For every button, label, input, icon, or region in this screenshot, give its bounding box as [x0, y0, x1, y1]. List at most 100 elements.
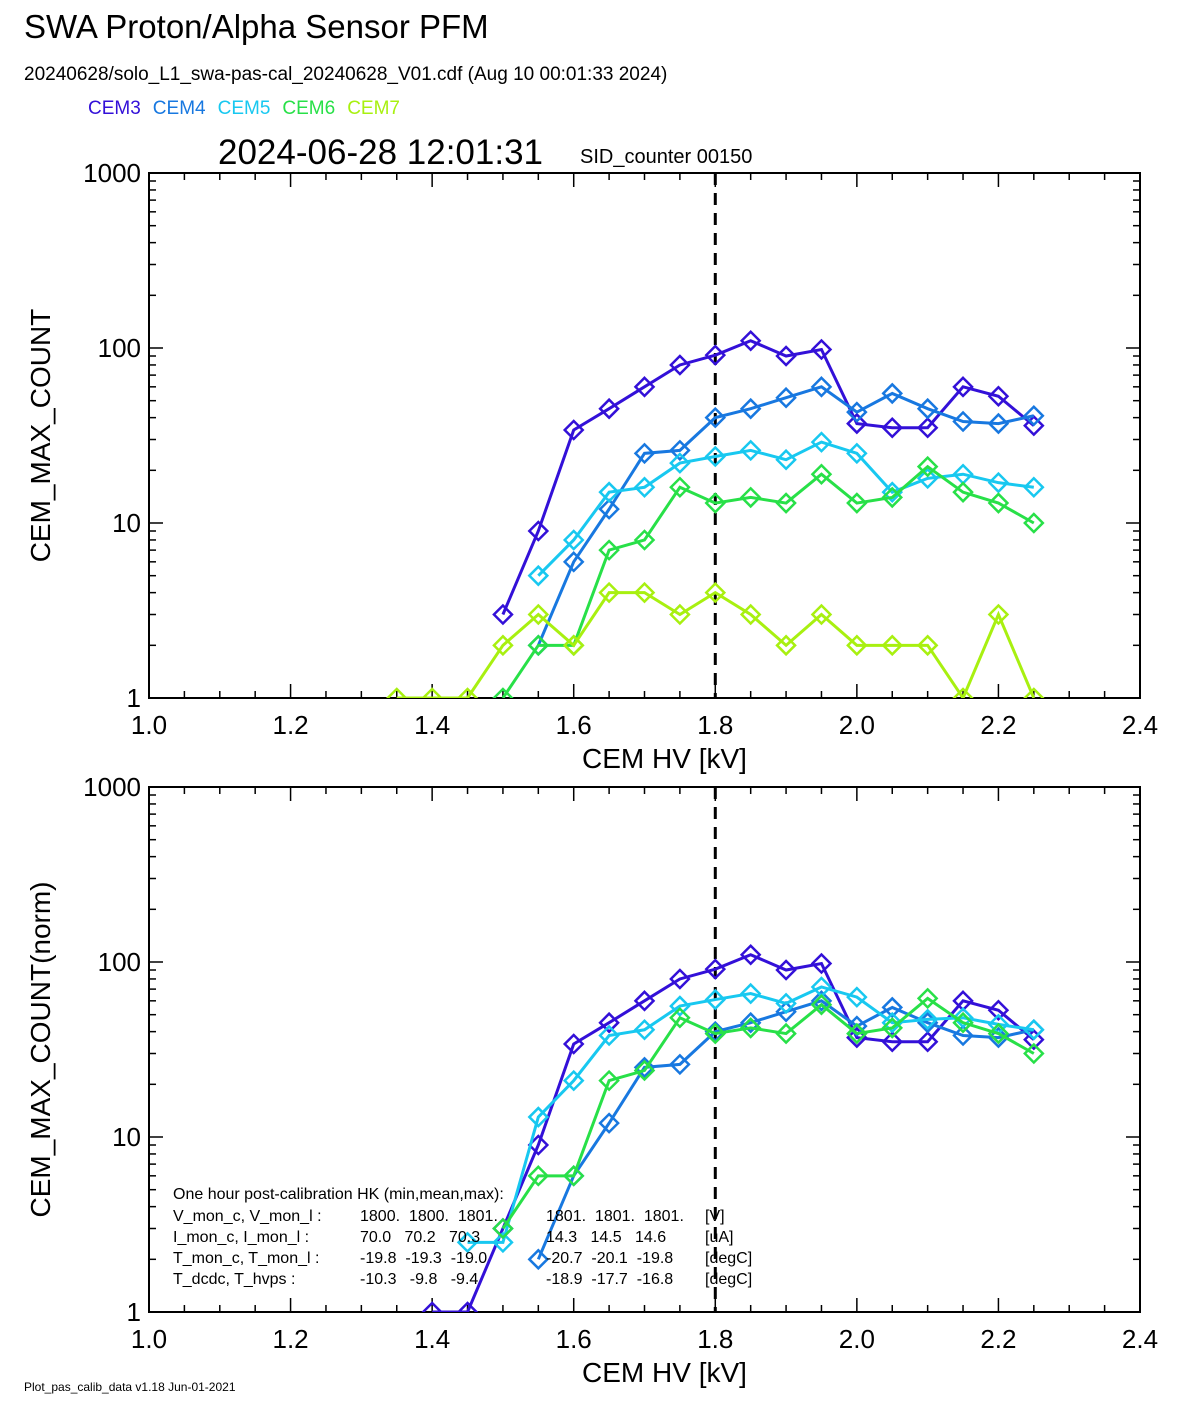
version-footer: Plot_pas_calib_data v1.18 Jun-01-2021	[24, 1380, 236, 1394]
data-point-cem3	[987, 999, 1010, 1022]
series-line-cem5	[467, 985, 1035, 1244]
data-point-cem4	[1023, 404, 1045, 427]
data-point-cem6	[987, 1022, 1010, 1045]
hk-row-unit: [uA]	[705, 1229, 733, 1246]
y-tick-label: 10	[112, 508, 141, 538]
hk-row-label: T_dcdc, T_hvps :	[173, 1271, 295, 1288]
data-point-cem3	[810, 952, 833, 975]
data-point-cem5	[562, 529, 585, 551]
data-point-cem3	[987, 385, 1010, 408]
data-point-cem7	[456, 687, 479, 698]
data-point-cem3	[633, 376, 656, 398]
data-point-cem3	[598, 1011, 620, 1034]
x-tick-label: 1.4	[414, 710, 450, 740]
data-point-cem7	[633, 581, 656, 604]
data-point-cem6	[492, 687, 514, 698]
data-point-cem4	[669, 439, 691, 462]
x-tick-label: 1.6	[556, 710, 592, 740]
data-point-cem5	[916, 1008, 939, 1031]
plot-frame	[148, 172, 1141, 699]
data-point-cem4	[881, 382, 904, 405]
data-point-cem7	[385, 687, 408, 698]
series-line-cem6	[501, 996, 1035, 1230]
data-point-cem5	[916, 467, 939, 490]
y-axis-label: CEM_MAX_COUNT(norm)	[25, 881, 56, 1217]
data-point-cem4	[846, 1015, 868, 1037]
data-point-cem7	[527, 603, 550, 626]
data-point-cem6	[881, 486, 904, 509]
data-point-cem6	[846, 1022, 868, 1045]
data-point-cem5	[527, 1106, 550, 1128]
data-point-cem4	[810, 990, 833, 1012]
x-tick-label: 1.8	[697, 1324, 733, 1354]
data-point-cem6	[633, 1059, 656, 1082]
data-point-cem6	[846, 492, 868, 514]
data-point-cem3	[846, 412, 868, 435]
data-point-cem4	[739, 1011, 762, 1034]
data-point-cem6	[527, 634, 550, 657]
y-tick-label: 1000	[83, 158, 141, 188]
hk-row-values-c: 1800. 1800. 1801.	[360, 1208, 498, 1225]
data-point-cem5	[456, 1231, 479, 1254]
y-tick-label: 1	[127, 1297, 141, 1327]
x-tick-label: 1.2	[272, 1324, 308, 1354]
data-point-cem7	[810, 603, 833, 626]
data-point-cem3	[633, 990, 656, 1012]
data-point-cem5	[598, 481, 620, 503]
x-tick-label: 1.0	[131, 1324, 167, 1354]
data-point-cem5	[669, 452, 691, 474]
data-point-cem5	[1023, 476, 1045, 499]
y-tick-label: 1	[127, 683, 141, 713]
data-point-cem6	[810, 993, 833, 1016]
x-tick-label: 2.0	[839, 710, 875, 740]
data-point-cem4	[952, 1024, 974, 1047]
data-point-cem5	[775, 448, 797, 471]
data-point-cem4	[987, 412, 1010, 435]
data-point-cem5	[739, 982, 762, 1005]
data-point-cem4	[704, 406, 727, 429]
x-tick-label: 1.2	[272, 710, 308, 740]
series-line-cem3	[432, 953, 1035, 1312]
data-point-cem6	[598, 1069, 620, 1092]
data-point-cem4	[669, 1053, 691, 1076]
data-point-cem4	[916, 397, 939, 420]
data-point-cem7	[987, 603, 1010, 626]
data-point-cem4	[810, 376, 833, 398]
data-point-cem6	[739, 1017, 762, 1039]
data-point-cem7	[739, 603, 762, 626]
data-point-cem3	[562, 419, 585, 441]
data-point-cem6	[633, 529, 656, 551]
data-point-cem4	[987, 1026, 1010, 1049]
data-point-cem4	[881, 996, 904, 1019]
page-title: SWA Proton/Alpha Sensor PFM	[24, 8, 489, 45]
data-point-cem6	[704, 492, 727, 514]
data-point-cem6	[952, 481, 974, 503]
hk-annotation: One hour post-calibration HK (min,mean,m…	[173, 1186, 752, 1288]
data-point-cem5	[562, 1069, 585, 1092]
data-point-cem5	[881, 1011, 904, 1034]
data-point-cem4	[633, 1056, 656, 1079]
data-point-cem3	[704, 344, 727, 366]
hk-row-values-l: 14.3 14.5 14.6	[546, 1229, 666, 1246]
series-layer	[385, 329, 1045, 698]
data-point-cem3	[669, 968, 691, 990]
timestamp: 2024-06-28 12:01:31	[218, 133, 543, 172]
series-line-cem6	[501, 464, 1035, 698]
data-point-cem3	[775, 345, 797, 367]
legend-entry-cem7: CEM7	[347, 98, 400, 119]
data-point-cem6	[562, 1165, 585, 1187]
series-line-cem7	[396, 590, 1036, 698]
data-point-cem3	[456, 1301, 479, 1312]
data-point-cem5	[633, 1018, 656, 1041]
legend: CEM3 CEM4 CEM5 CEM6 CEM7	[88, 98, 412, 120]
data-point-cem5	[810, 431, 833, 453]
data-point-cem3	[952, 376, 974, 398]
x-axis-label: CEM HV [kV]	[582, 1357, 747, 1388]
y-tick-label: 10	[112, 1122, 141, 1152]
data-point-cem3	[775, 959, 797, 981]
sid-counter: SID_counter 00150	[580, 146, 753, 168]
x-tick-label: 2.2	[980, 1324, 1016, 1354]
y-axis-label: CEM_MAX_COUNT	[25, 309, 56, 563]
data-point-cem3	[916, 1031, 939, 1053]
data-point-cem5	[739, 439, 762, 462]
